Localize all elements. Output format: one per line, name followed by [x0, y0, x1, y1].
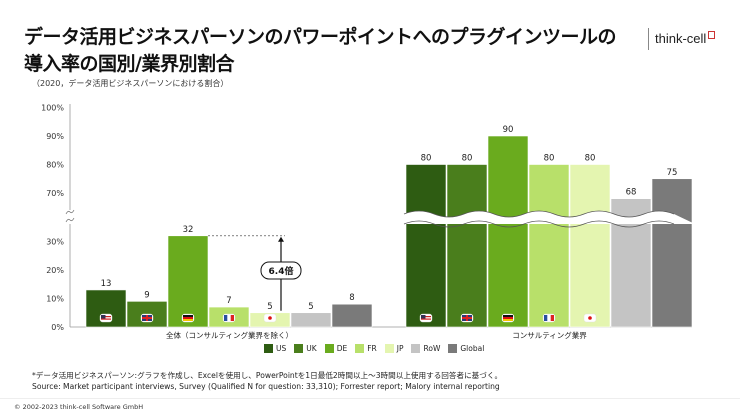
legend-label: UK	[306, 344, 317, 353]
data-label: 13	[101, 279, 112, 289]
flag-us-icon	[419, 313, 433, 323]
data-label: 7	[226, 296, 231, 306]
legend-swatch	[448, 344, 458, 353]
annotation-arrowhead-icon	[278, 236, 284, 242]
data-label: 80	[544, 154, 555, 164]
category-label: コンサルティング業界	[512, 330, 587, 340]
legend-item: US	[264, 344, 286, 353]
legend-swatch	[324, 344, 334, 353]
axis-break-line-top	[403, 210, 675, 218]
data-label: 5	[267, 302, 272, 312]
footer-bar	[0, 398, 740, 417]
footnote-definition: *データ活用ビジネスパーソン:グラフを作成し、Excelを使用し、PowerPo…	[32, 371, 503, 380]
legend-swatch	[355, 344, 365, 353]
y-tick-label: 70%	[46, 189, 64, 198]
data-label: 80	[462, 154, 473, 164]
think-cell-logo: think-cell	[648, 28, 716, 50]
data-label: 9	[144, 290, 149, 300]
axis-break-icon	[65, 209, 75, 223]
legend-label: FR	[367, 344, 377, 353]
flag-jp-icon	[263, 313, 277, 323]
data-label: 8	[349, 293, 354, 303]
data-label: 5	[308, 302, 313, 312]
legend-label: DE	[336, 344, 348, 353]
data-label: 32	[183, 225, 194, 235]
legend-label: JP	[396, 344, 404, 353]
data-label: 68	[626, 188, 637, 198]
bar-de	[487, 135, 529, 328]
y-tick-label: 30%	[46, 238, 64, 247]
category-label: 全体（コンサルティング業界を除く）	[166, 330, 293, 340]
legend-label: Global	[460, 344, 485, 353]
bar-jp	[569, 164, 611, 328]
legend-swatch	[384, 344, 394, 353]
flag-us-icon	[99, 313, 113, 323]
annotation-bubble	[260, 261, 302, 280]
legend-swatch	[264, 344, 273, 353]
chart-legend: US UK DE FR JP RoW Global	[264, 344, 492, 353]
bar-global	[651, 178, 693, 328]
data-label: 80	[421, 154, 432, 164]
legend-item: RoW	[411, 344, 440, 353]
legend-label: US	[276, 344, 287, 353]
y-tick-label: 100%	[41, 104, 64, 113]
legend-label: RoW	[423, 344, 441, 353]
data-label: 75	[667, 168, 678, 178]
y-tick-label: 0%	[51, 323, 64, 332]
bar-de	[167, 235, 209, 328]
legend-item: DE	[324, 344, 348, 353]
axis-break-line-bottom	[403, 220, 675, 228]
y-tick-label: 20%	[46, 266, 64, 275]
bar-uk	[126, 301, 168, 328]
chart-title: データ活用ビジネスパーソンのパワーポイントへのプラグインツールの導入率の国別/業…	[24, 26, 617, 75]
flag-fr-icon	[222, 313, 236, 323]
legend-item: FR	[355, 344, 377, 353]
footnote: *データ活用ビジネスパーソン:グラフを作成し、Excelを使用し、PowerPo…	[32, 371, 502, 392]
flag-jp-icon	[583, 313, 597, 323]
bar-global	[331, 303, 373, 328]
y-tick-label: 10%	[46, 295, 64, 304]
logo-mark-icon	[708, 31, 716, 39]
y-tick-label: 80%	[46, 161, 64, 170]
data-label: 90	[503, 125, 514, 135]
flag-de-icon	[501, 313, 515, 323]
legend-item: Global	[448, 344, 484, 353]
flag-uk-icon	[140, 313, 154, 323]
flag-de-icon	[181, 313, 195, 323]
chart-subtitle: （2020，データ活用ビジネスパーソンにおける割合）	[32, 79, 229, 88]
copyright: © 2002-2023 think-cell Software GmbH	[14, 403, 144, 411]
bar-us	[405, 164, 447, 328]
footnote-source: Source: Market participant interviews, S…	[32, 381, 500, 391]
bar-fr	[528, 164, 570, 328]
legend-swatch	[411, 344, 421, 353]
flag-fr-icon	[542, 313, 556, 323]
bar-uk	[446, 164, 488, 328]
bar-row	[290, 312, 332, 328]
annotation-label: 6.4倍	[269, 265, 294, 277]
legend-item: UK	[294, 344, 317, 353]
legend-item: JP	[384, 344, 404, 353]
flag-uk-icon	[460, 313, 474, 323]
data-label: 80	[585, 154, 596, 164]
y-tick-label: 90%	[46, 132, 64, 141]
logo-text: think-cell	[655, 31, 707, 46]
legend-swatch	[294, 344, 304, 353]
